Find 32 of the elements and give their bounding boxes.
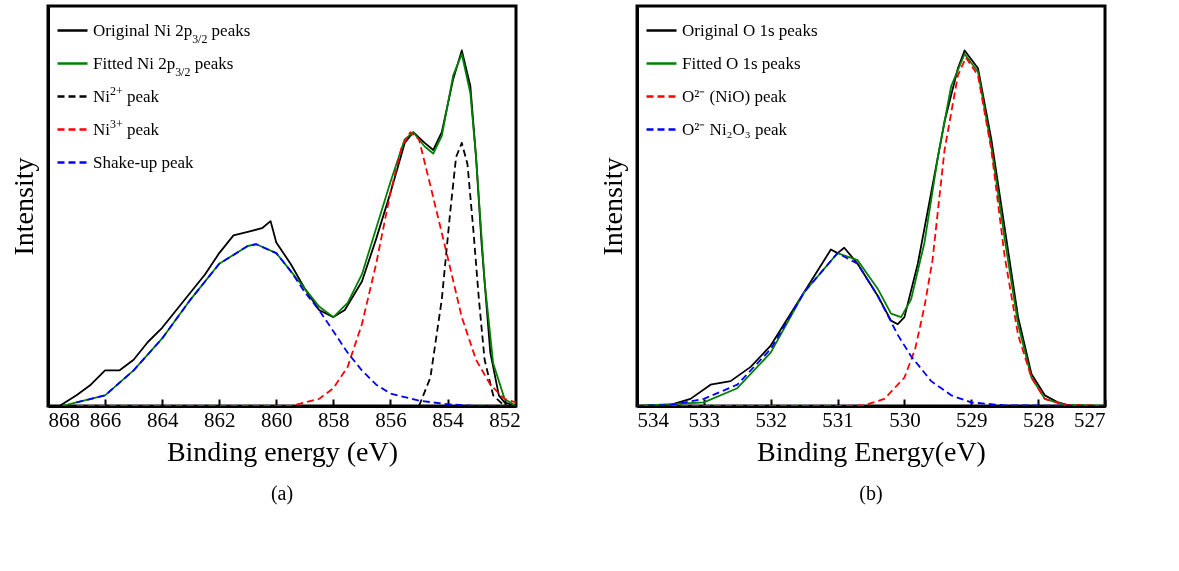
legend-label: Shake-up peak: [93, 152, 195, 172]
x-tick-label: 852: [489, 407, 521, 432]
x-axis-title: Binding energy (eV): [166, 435, 399, 467]
legend-label: Ni$^{3+}$ peak: [93, 116, 160, 139]
x-tick-label: 862: [203, 407, 236, 432]
x-tick-label: 864: [146, 407, 179, 432]
legend-label: Fitted O 1s peaks: [682, 53, 801, 73]
text: (b): [859, 482, 883, 505]
legend-label: Fitted Ni 2p$_{3/2}$ peaks: [93, 53, 234, 79]
x-tick-label: 534: [637, 407, 670, 432]
legend-label: O²⁻ Ni₂O₃ peak: [682, 119, 788, 139]
legend-label: Ni$^{2+}$ peak: [93, 83, 160, 106]
x-tick-label: 860: [261, 407, 293, 432]
x-axis-title: Binding Energy(eV): [757, 435, 986, 467]
y-axis-title: Intensity: [596, 157, 628, 256]
x-tick-label: 530: [889, 407, 921, 432]
x-tick-label: 533: [688, 407, 721, 432]
x-tick-label: 868: [48, 407, 80, 432]
x-tick-label: 858: [318, 407, 350, 432]
text: (a): [270, 482, 294, 505]
x-tick-label: 531: [822, 407, 854, 432]
y-axis-title: Intensity: [7, 157, 39, 256]
x-tick-label: 866: [89, 407, 122, 432]
x-tick-label: 529: [956, 407, 988, 432]
x-tick-label: 528: [1022, 407, 1055, 432]
x-tick-label: 854: [432, 407, 465, 432]
x-tick-label: 532: [755, 407, 787, 432]
x-tick-label: 856: [375, 407, 407, 432]
legend-label: Original O 1s peaks: [682, 20, 818, 40]
x-tick-label: 527: [1074, 407, 1106, 432]
legend-label: Original Ni 2p$_{3/2}$ peaks: [93, 20, 251, 46]
legend-label: O²⁻ (NiO) peak: [682, 86, 788, 106]
